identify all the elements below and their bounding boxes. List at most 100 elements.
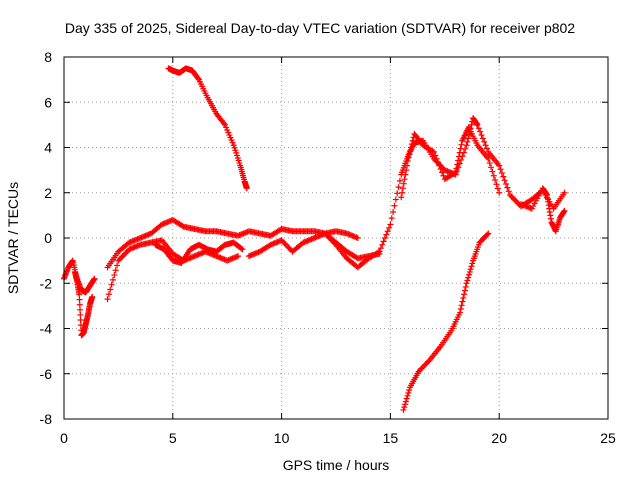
data-point-marker xyxy=(425,358,432,365)
data-point-marker xyxy=(405,154,412,161)
series-arc-10 xyxy=(165,65,250,192)
data-point-marker xyxy=(492,177,499,184)
data-point-marker xyxy=(432,152,439,159)
data-point-marker xyxy=(386,224,393,231)
data-point-marker xyxy=(392,196,399,203)
y-tick-label: -4 xyxy=(40,321,53,337)
y-tick-label: -8 xyxy=(40,411,53,427)
data-point-marker xyxy=(422,361,429,368)
series-arc-5 xyxy=(152,239,246,266)
data-point-marker xyxy=(494,185,501,192)
data-point-marker xyxy=(114,262,121,269)
series-arc-9 xyxy=(517,185,568,235)
x-tick-label: 0 xyxy=(60,430,68,446)
data-point-marker xyxy=(381,235,388,241)
series-arc-2 xyxy=(71,268,96,339)
data-point-marker xyxy=(460,294,467,301)
data-point-marker xyxy=(403,167,410,174)
data-point-marker xyxy=(475,125,482,132)
data-point-marker xyxy=(120,251,127,258)
data-point-marker xyxy=(119,253,126,260)
data-point-marker xyxy=(561,207,568,214)
data-point-marker xyxy=(77,306,84,313)
data-point-marker xyxy=(409,137,416,144)
data-point-marker xyxy=(400,406,407,413)
data-point-marker xyxy=(429,148,436,155)
data-point-marker xyxy=(401,176,408,183)
data-point-marker xyxy=(454,161,461,168)
data-point-marker xyxy=(388,215,395,222)
data-point-marker xyxy=(239,246,246,253)
data-point-marker xyxy=(399,189,406,196)
data-point-marker xyxy=(376,248,383,255)
data-point-marker xyxy=(497,166,504,173)
data-point-marker xyxy=(468,263,475,270)
data-point-marker xyxy=(439,169,446,176)
data-point-marker xyxy=(421,362,428,369)
data-point-marker xyxy=(404,392,411,399)
data-point-marker xyxy=(112,267,119,274)
data-point-marker xyxy=(457,305,464,312)
x-tick-label: 5 xyxy=(169,430,177,446)
data-point-marker xyxy=(437,165,444,172)
data-point-marker xyxy=(498,169,505,176)
x-axis-label: GPS time / hours xyxy=(283,457,390,473)
data-point-marker xyxy=(408,141,415,148)
data-point-marker xyxy=(89,293,96,300)
data-point-marker xyxy=(377,245,384,252)
data-point-marker xyxy=(488,164,495,171)
data-point-marker xyxy=(91,275,98,282)
x-tick-labels: 0 5 10 15 20 25 xyxy=(60,430,616,446)
y-tick-label: 8 xyxy=(44,49,52,65)
data-point-marker xyxy=(481,138,488,145)
data-point-marker xyxy=(354,235,361,241)
data-point-marker xyxy=(375,249,382,256)
data-point-marker xyxy=(503,180,509,187)
data-point-marker xyxy=(457,309,464,316)
data-point-marker xyxy=(484,231,491,238)
data-point-marker xyxy=(467,266,474,273)
data-point-marker xyxy=(76,301,83,308)
x-tick-label: 20 xyxy=(491,430,507,446)
data-point-marker xyxy=(486,160,493,167)
data-point-marker xyxy=(485,155,492,162)
data-point-marker xyxy=(395,184,402,191)
data-point-marker xyxy=(391,202,398,209)
data-point-marker xyxy=(399,185,406,192)
data-point-marker xyxy=(403,162,410,169)
data-point-marker xyxy=(436,162,443,169)
data-point-marker xyxy=(402,401,409,408)
y-tick-label: 6 xyxy=(44,94,52,110)
data-point-marker xyxy=(485,230,492,237)
data-point-marker xyxy=(407,147,414,154)
data-point-marker xyxy=(406,387,413,394)
y-tick-label: 4 xyxy=(44,140,52,156)
data-point-marker xyxy=(379,241,386,248)
y-tick-label: -6 xyxy=(40,366,53,382)
data-point-marker xyxy=(396,177,403,184)
data-point-marker xyxy=(419,364,426,371)
data-point-marker xyxy=(433,155,440,162)
data-point-marker xyxy=(380,238,387,245)
data-point-marker xyxy=(430,149,437,156)
data-point-marker xyxy=(479,135,486,142)
data-point-marker xyxy=(511,196,518,203)
plot-frame xyxy=(63,56,609,420)
data-point-marker xyxy=(408,144,415,151)
series-arc-11 xyxy=(400,230,492,413)
data-point-marker xyxy=(284,242,291,249)
data-point-marker xyxy=(122,250,129,257)
data-point-marker xyxy=(123,249,130,256)
chart-title: Day 335 of 2025, Sidereal Day-to-day VTE… xyxy=(65,20,575,36)
data-point-marker xyxy=(435,159,441,166)
data-point-marker xyxy=(464,138,471,145)
data-point-marker xyxy=(418,365,425,372)
data-point-marker xyxy=(504,184,511,191)
data-point-marker xyxy=(482,142,489,149)
data-point-marker xyxy=(387,221,394,228)
data-point-marker xyxy=(279,238,286,245)
x-tick-label: 10 xyxy=(274,430,290,446)
data-point-marker xyxy=(501,177,508,184)
data-point-marker xyxy=(111,272,118,279)
